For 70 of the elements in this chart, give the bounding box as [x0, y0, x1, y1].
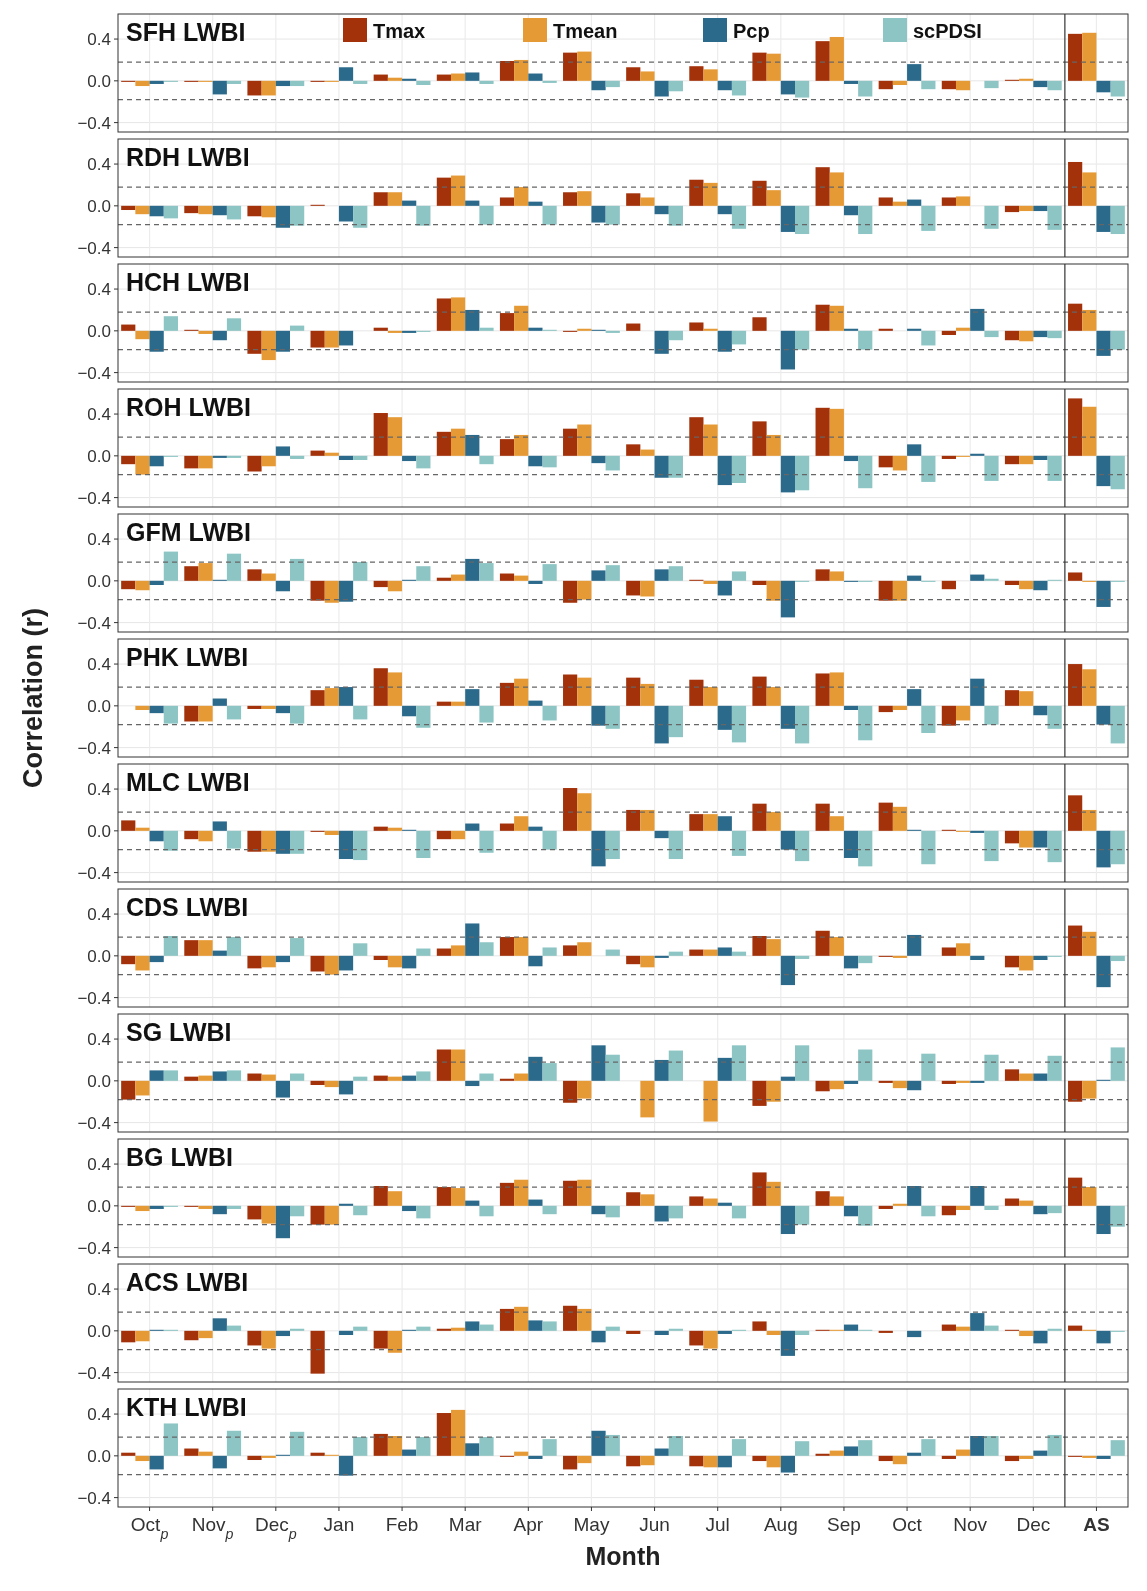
y-tick-label: 0.0 [87, 1321, 111, 1341]
x-tick-label: Jul [705, 1514, 730, 1535]
y-tick-label: −0.4 [77, 613, 111, 633]
y-tick-label: 0.4 [87, 405, 111, 425]
y-tick-label: 0.4 [87, 1155, 111, 1175]
x-tick-label: Jun [639, 1514, 670, 1535]
y-tick-label: −0.4 [77, 988, 111, 1008]
y-tick-label: 0.4 [87, 1280, 111, 1300]
y-tick-label: −0.4 [77, 363, 111, 383]
y-tick-label: 0.0 [87, 321, 111, 341]
y-tick-label: 0.0 [87, 696, 111, 716]
chart-title: SFH LWBI [126, 18, 246, 46]
chart-title: GFM LWBI [126, 518, 251, 546]
chart-title: ROH LWBI [126, 393, 251, 421]
chart-title: HCH LWBI [126, 268, 250, 296]
chart-title: ACS LWBI [126, 1268, 249, 1296]
x-tick-label: Sep [827, 1514, 861, 1535]
y-tick-label: 0.4 [87, 655, 111, 675]
chart-title: KTH LWBI [126, 1393, 247, 1421]
x-axis-title: Month [585, 1542, 661, 1570]
y-tick-label: −0.4 [77, 1238, 111, 1258]
y-tick-label: 0.0 [87, 571, 111, 591]
x-tick-label: Apr [513, 1514, 544, 1535]
x-tick-label: Feb [385, 1514, 419, 1535]
y-tick-label: −0.4 [77, 238, 111, 258]
y-tick-label: 0.4 [87, 530, 111, 550]
chart-title: SG LWBI [126, 1018, 232, 1046]
y-tick-label: 0.0 [87, 71, 111, 91]
y-tick-label: −0.4 [77, 1488, 111, 1508]
y-tick-label: 0.0 [87, 1196, 111, 1216]
x-tick-label: Mar [448, 1514, 483, 1535]
x-tick-label: Oct [892, 1514, 923, 1535]
y-tick-label: 0.0 [87, 1071, 111, 1091]
chart-title: CDS LWBI [126, 893, 249, 921]
y-tick-label: 0.0 [87, 1446, 111, 1466]
legend-label: scPDSI [913, 20, 982, 42]
y-tick-label: 0.4 [87, 905, 111, 925]
x-tick-label: Nov$_{p}$ [191, 1514, 234, 1542]
y-tick-label: −0.4 [77, 1363, 111, 1383]
y-tick-label: 0.0 [87, 946, 111, 966]
y-tick-label: 0.0 [87, 196, 111, 216]
y-tick-label: 0.4 [87, 780, 111, 800]
y-tick-label: −0.4 [77, 488, 111, 508]
x-tick-label: Dec$_{p}$ [254, 1514, 297, 1542]
chart-title: RDH LWBI [126, 143, 250, 171]
x-tick-label: Nov [953, 1514, 988, 1535]
y-tick-label: 0.4 [87, 155, 111, 175]
y-axis-title: Correlation (r) [18, 607, 48, 789]
x-tick-label: Aug [763, 1514, 798, 1535]
y-tick-label: 0.4 [87, 1405, 111, 1425]
x-tick-label: May [573, 1514, 610, 1535]
chart-title: PHK LWBI [126, 643, 249, 671]
y-tick-label: −0.4 [77, 113, 111, 133]
y-tick-label: 0.0 [87, 821, 111, 841]
y-tick-label: −0.4 [77, 738, 111, 758]
y-tick-label: −0.4 [77, 1113, 111, 1133]
x-tick-label: Dec [1016, 1514, 1051, 1535]
chart-title: BG LWBI [126, 1143, 233, 1171]
x-tick-label: AS [1083, 1514, 1110, 1535]
legend-label: Tmean [553, 20, 618, 42]
y-tick-label: −0.4 [77, 863, 111, 883]
chart-title: MLC LWBI [126, 768, 250, 796]
legend-label: Pcp [733, 20, 770, 42]
y-tick-label: 0.4 [87, 1030, 111, 1050]
x-tick-label: Jan [323, 1514, 355, 1535]
x-tick-label: Oct$_{p}$ [130, 1514, 169, 1542]
y-tick-label: 0.0 [87, 446, 111, 466]
legend-label: Tmax [373, 20, 426, 42]
y-tick-label: 0.4 [87, 30, 111, 50]
y-tick-label: 0.4 [87, 280, 111, 300]
